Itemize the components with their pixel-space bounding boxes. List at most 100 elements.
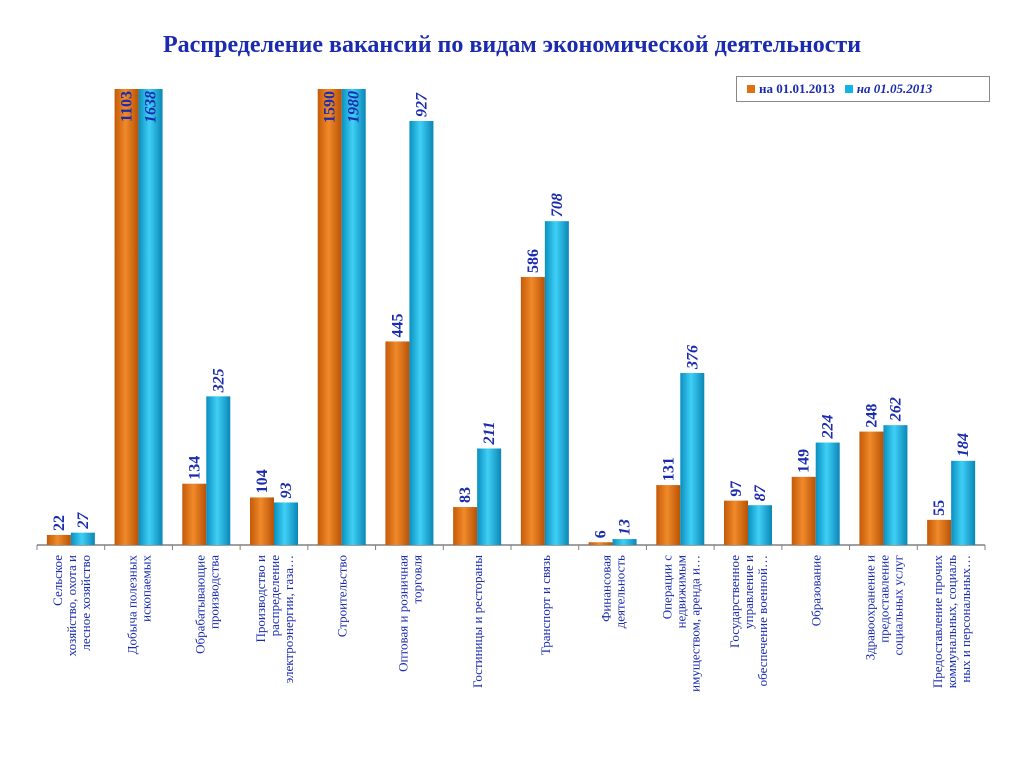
category-label-line: Производство и (253, 555, 268, 643)
bar-series-1 (859, 431, 884, 545)
value-label-series-1: 149 (796, 449, 813, 473)
category-label: Обрабатывающие производства (192, 555, 221, 654)
value-label-series-2: 87 (752, 484, 769, 501)
legend-item-series-1: на 01.01.2013 (747, 81, 835, 97)
category-label-line: Здравоохранение и (862, 555, 877, 660)
value-label-series-2: 224 (820, 415, 837, 440)
chart-title: Распределение вакансий по видам экономич… (162, 32, 862, 58)
category-label-line: предоставление (876, 555, 891, 643)
legend: на 01.01.2013 на 01.05.2013 (736, 76, 990, 102)
value-label-series-2: 325 (210, 368, 227, 393)
value-label-series-2: 262 (887, 397, 904, 422)
bar-series-1 (520, 276, 545, 545)
category-label-line: производства (206, 555, 221, 629)
category-label: Оптовая и розничная торговля (395, 555, 424, 672)
bar-series-1 (250, 497, 274, 545)
bar-series-1 (724, 500, 748, 545)
category-label-line: Образование (809, 555, 824, 626)
category-label-line: Сельское (50, 555, 65, 606)
value-label-series-2: 184 (955, 433, 972, 457)
category-label-line: управление и (741, 555, 756, 629)
bar-series-1 (182, 483, 207, 545)
bar-series-2 (680, 373, 705, 545)
value-label-series-2: 1980 (346, 91, 363, 123)
value-label-series-2: 708 (549, 193, 566, 217)
legend-label-series-2: на 01.05.2013 (856, 81, 933, 96)
category-label-line: Обрабатывающие (192, 555, 207, 654)
value-label-series-1: 6 (593, 530, 610, 538)
bar-series-2 (477, 448, 502, 545)
category-label-line: коммунальных, социаль (944, 555, 959, 688)
category-label-line: Добыча полезных (125, 555, 140, 655)
category-label: Транспорт и связь (538, 555, 553, 655)
bar-series-1 (114, 89, 139, 545)
category-label-line: Финансовая (599, 555, 614, 622)
bar-series-1 (453, 507, 478, 545)
value-label-series-2: 13 (617, 519, 634, 535)
category-label: Предоставление прочих коммунальных, социа… (930, 555, 973, 689)
legend-swatch-series-2 (844, 85, 853, 93)
category-label-line: Государственное (727, 555, 742, 648)
bar-series-2 (341, 89, 366, 545)
category-label-line: недвижимым (673, 555, 688, 628)
bar-series-1 (656, 485, 681, 545)
bar-series-1 (46, 534, 71, 545)
bar-series-1 (317, 89, 342, 545)
category-label: Операции с недвижимым имуществом, аренда и… (659, 555, 702, 692)
category-label-line: Операции с (659, 555, 674, 620)
category-label-line: электроэнергии, газа… (281, 555, 296, 683)
bar-series-1 (385, 341, 410, 545)
value-label-series-2: 1638 (143, 91, 160, 123)
category-label-line: ископаемых (139, 555, 154, 622)
category-label-line: распределение (267, 555, 282, 637)
category-label-line: Транспорт и связь (538, 555, 553, 655)
bar-series-2 (815, 442, 840, 545)
legend-item-series-2: на 01.05.2013 (844, 81, 933, 97)
value-label-series-1: 83 (457, 487, 474, 503)
category-label: Здравоохранение и предоставление социальны… (862, 555, 905, 660)
category-label-line: Предоставление прочих (930, 555, 945, 689)
bar-series-2 (274, 502, 298, 545)
bar-series-1 (791, 476, 816, 545)
category-label: Государственное управление и обеспечение в… (727, 555, 770, 687)
bar-series-1 (588, 542, 613, 545)
value-label-series-1: 445 (389, 313, 406, 337)
value-label-series-1: 1590 (322, 91, 339, 123)
category-label-line: торговля (409, 555, 424, 603)
category-label-line: социальных услуг (890, 555, 905, 656)
category-label: Образование (809, 555, 824, 626)
category-label-line: ных и персональных… (958, 555, 973, 683)
legend-label-series-1: на 01.01.2013 (759, 81, 835, 96)
category-label-line: хозяйство, охота и (64, 555, 79, 656)
bar-series-2 (612, 539, 637, 545)
bar-series-2 (748, 505, 772, 545)
bar-series-1 (927, 519, 952, 545)
category-label-line: обеспечение военной… (755, 555, 770, 686)
bar-series-2 (206, 396, 231, 545)
value-label-series-1: 131 (660, 457, 677, 481)
category-label: Строительство (335, 555, 350, 637)
category-label-line: Гостиницы и рестораны (470, 555, 485, 688)
bar-series-2 (951, 460, 976, 545)
legend-swatch-series-1 (747, 85, 755, 93)
value-label-series-1: 97 (728, 481, 745, 497)
bar-series-2 (544, 221, 569, 546)
value-label-series-1: 104 (254, 469, 271, 493)
value-label-series-1: 586 (525, 249, 542, 273)
value-label-series-2: 927 (413, 92, 430, 117)
bar-series-2 (138, 89, 163, 545)
bar-series-2 (883, 425, 908, 545)
category-label: Финансовая деятельность (599, 555, 628, 628)
value-label-series-2: 93 (278, 482, 295, 498)
category-label-line: Строительство (335, 555, 350, 637)
category-label-line: лесное хозяйство (78, 555, 93, 651)
value-label-series-1: 55 (931, 500, 948, 516)
category-label-line: Оптовая и розничная (395, 555, 410, 672)
bar-series-2 (70, 532, 95, 545)
value-label-series-2: 211 (481, 421, 498, 445)
bar-series-2 (409, 121, 434, 545)
value-label-series-2: 27 (75, 512, 92, 530)
